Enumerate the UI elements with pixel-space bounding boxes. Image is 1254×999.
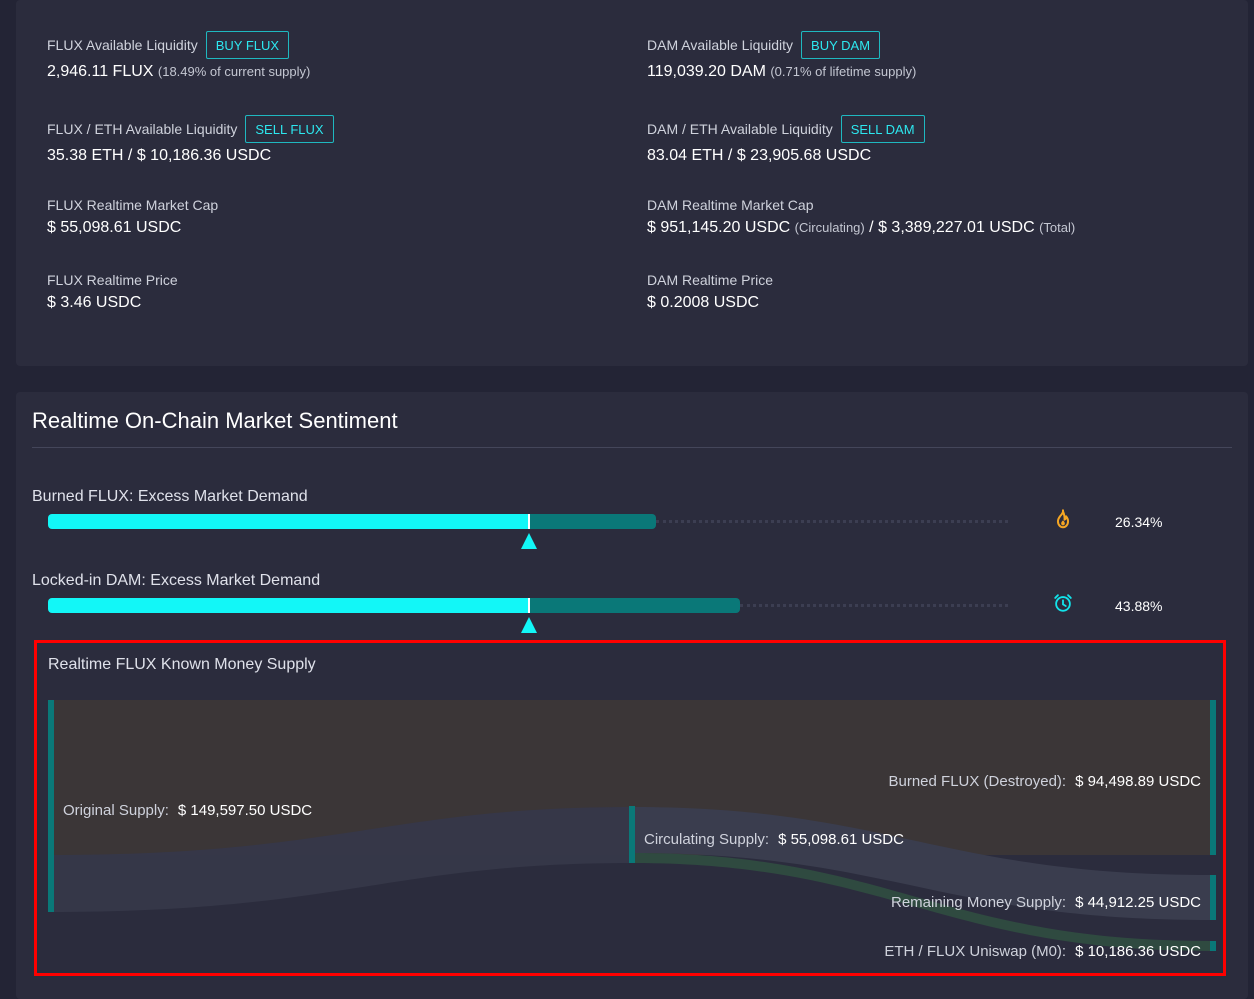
buy-flux-button[interactable]: BUY FLUX: [205, 31, 290, 59]
locked-dam-meter-marker: [521, 617, 537, 633]
dam-market-cap: DAM Realtime Market Cap $ 951,145.20 USD…: [647, 194, 1075, 237]
burned-flux-meter-label: Burned FLUX: Excess Market Demand: [32, 488, 308, 505]
uniswap-value: $ 10,186.36 USDC: [1075, 943, 1201, 960]
flux-available-note: (18.49% of current supply): [157, 64, 311, 79]
dam-mcap-separator: /: [864, 219, 879, 236]
circulating-supply-label: Circulating Supply:: [644, 831, 769, 848]
sell-flux-button[interactable]: SELL FLUX: [245, 115, 334, 143]
burned-flux-meter-divider: [528, 514, 530, 529]
dam-mcap-label: DAM Realtime Market Cap: [647, 197, 814, 213]
svg-text:Circulating Supply:$ 55,098.61: Circulating Supply: $ 55,098.61 USDC: [644, 831, 904, 848]
flow-original-to-circulating: [52, 807, 632, 912]
buy-dam-button[interactable]: BUY DAM: [801, 31, 881, 59]
dam-mcap-circ-note: (Circulating): [794, 220, 865, 235]
supply-title: Realtime FLUX Known Money Supply: [48, 656, 316, 673]
locked-dam-meter-track: [740, 604, 1008, 607]
dam-price-label: DAM Realtime Price: [647, 272, 774, 288]
dam-available-liquidity: DAM Available Liquidity BUY DAM 119,039.…: [647, 30, 916, 81]
burned-flux-meter-track: [656, 520, 1008, 523]
fire-icon: [1056, 509, 1070, 529]
locked-dam-meter-fill-secondary: [530, 598, 740, 613]
flux-eth-label: FLUX / ETH Available Liquidity: [47, 121, 238, 137]
node-uniswap: [1210, 941, 1216, 951]
svg-text:ETH / FLUX Uniswap (M0):$ 10,1: ETH / FLUX Uniswap (M0): $ 10,186.36 USDC: [884, 943, 1201, 960]
dam-price-value: $ 0.2008 USDC: [647, 294, 760, 311]
svg-text:Remaining Money Supply:$ 44,91: Remaining Money Supply: $ 44,912.25 USDC: [891, 894, 1201, 911]
flux-realtime-price: FLUX Realtime Price $ 3.46 USDC: [47, 269, 178, 312]
dam-eth-liquidity: DAM / ETH Available Liquidity SELL DAM 8…: [647, 114, 925, 165]
flux-eth-value: 35.38 ETH / $ 10,186.36 USDC: [47, 147, 272, 164]
dam-mcap-total-note: (Total): [1039, 220, 1076, 235]
flux-available-label: FLUX Available Liquidity: [47, 37, 198, 53]
burned-flux-meter-marker: [521, 533, 537, 549]
svg-text:Burned FLUX (Destroyed):$ 94,4: Burned FLUX (Destroyed): $ 94,498.89 USDC: [889, 773, 1202, 790]
flux-mcap-label: FLUX Realtime Market Cap: [47, 197, 219, 213]
svg-text:Original Supply:$ 149,597.50 U: Original Supply: $ 149,597.50 USDC: [63, 802, 312, 819]
flow-original-to-burned: [52, 700, 1210, 855]
burned-flux-percent: 26.34%: [1115, 514, 1163, 530]
original-supply-label: Original Supply:: [63, 802, 169, 819]
flux-available-liquidity: FLUX Available Liquidity BUY FLUX 2,946.…: [47, 30, 310, 81]
burned-flux-meter-fill-primary: [48, 514, 528, 529]
burned-flux-value: $ 94,498.89 USDC: [1075, 773, 1201, 790]
dam-available-value: 119,039.20 DAM: [647, 63, 766, 80]
original-supply-value: $ 149,597.50 USDC: [178, 802, 312, 819]
sentiment-title: Realtime On-Chain Market Sentiment: [32, 408, 398, 433]
dam-mcap-circ-value: $ 951,145.20 USDC: [647, 219, 791, 236]
circulating-supply-value: $ 55,098.61 USDC: [778, 831, 904, 848]
burned-flux-meter-fill-secondary: [530, 514, 656, 529]
dam-realtime-price: DAM Realtime Price $ 0.2008 USDC: [647, 269, 773, 312]
node-original-supply: [48, 700, 54, 912]
dam-available-note: (0.71% of lifetime supply): [770, 64, 917, 79]
title-divider: [32, 447, 1232, 448]
dam-eth-value: 83.04 ETH / $ 23,905.68 USDC: [647, 147, 872, 164]
flux-eth-liquidity: FLUX / ETH Available Liquidity SELL FLUX…: [47, 114, 334, 165]
node-burned-flux: [1210, 700, 1216, 855]
uniswap-label: ETH / FLUX Uniswap (M0):: [884, 943, 1066, 960]
locked-dam-percent: 43.88%: [1115, 598, 1163, 614]
node-circulating-supply: [629, 806, 635, 863]
dam-available-label: DAM Available Liquidity: [647, 37, 794, 53]
flux-mcap-value: $ 55,098.61 USDC: [47, 219, 182, 236]
burned-flux-label: Burned FLUX (Destroyed):: [889, 773, 1067, 790]
sell-dam-button[interactable]: SELL DAM: [840, 115, 925, 143]
flux-market-cap: FLUX Realtime Market Cap $ 55,098.61 USD…: [47, 194, 218, 237]
node-remaining-supply: [1210, 875, 1216, 920]
alarm-clock-icon: [1054, 594, 1072, 612]
locked-dam-meter-divider: [528, 598, 530, 613]
remaining-supply-value: $ 44,912.25 USDC: [1075, 894, 1201, 911]
flow-circulating-to-uniswap: [632, 853, 1210, 951]
locked-dam-meter-label: Locked-in DAM: Excess Market Demand: [32, 572, 321, 589]
dam-eth-label: DAM / ETH Available Liquidity: [647, 121, 833, 137]
liquidity-card: FLUX Available Liquidity BUY FLUX 2,946.…: [16, 0, 1248, 366]
flux-price-value: $ 3.46 USDC: [47, 294, 142, 311]
money-supply-sankey: Original Supply: $ 149,597.50 USDC Circul…: [48, 700, 1216, 960]
flow-circulating-to-remaining: [632, 807, 1210, 920]
remaining-supply-label: Remaining Money Supply:: [891, 894, 1066, 911]
dam-mcap-total-value: $ 3,389,227.01 USDC: [878, 219, 1035, 236]
flux-available-value: 2,946.11 FLUX: [47, 63, 154, 80]
flux-price-label: FLUX Realtime Price: [47, 272, 178, 288]
locked-dam-meter-fill-primary: [48, 598, 528, 613]
